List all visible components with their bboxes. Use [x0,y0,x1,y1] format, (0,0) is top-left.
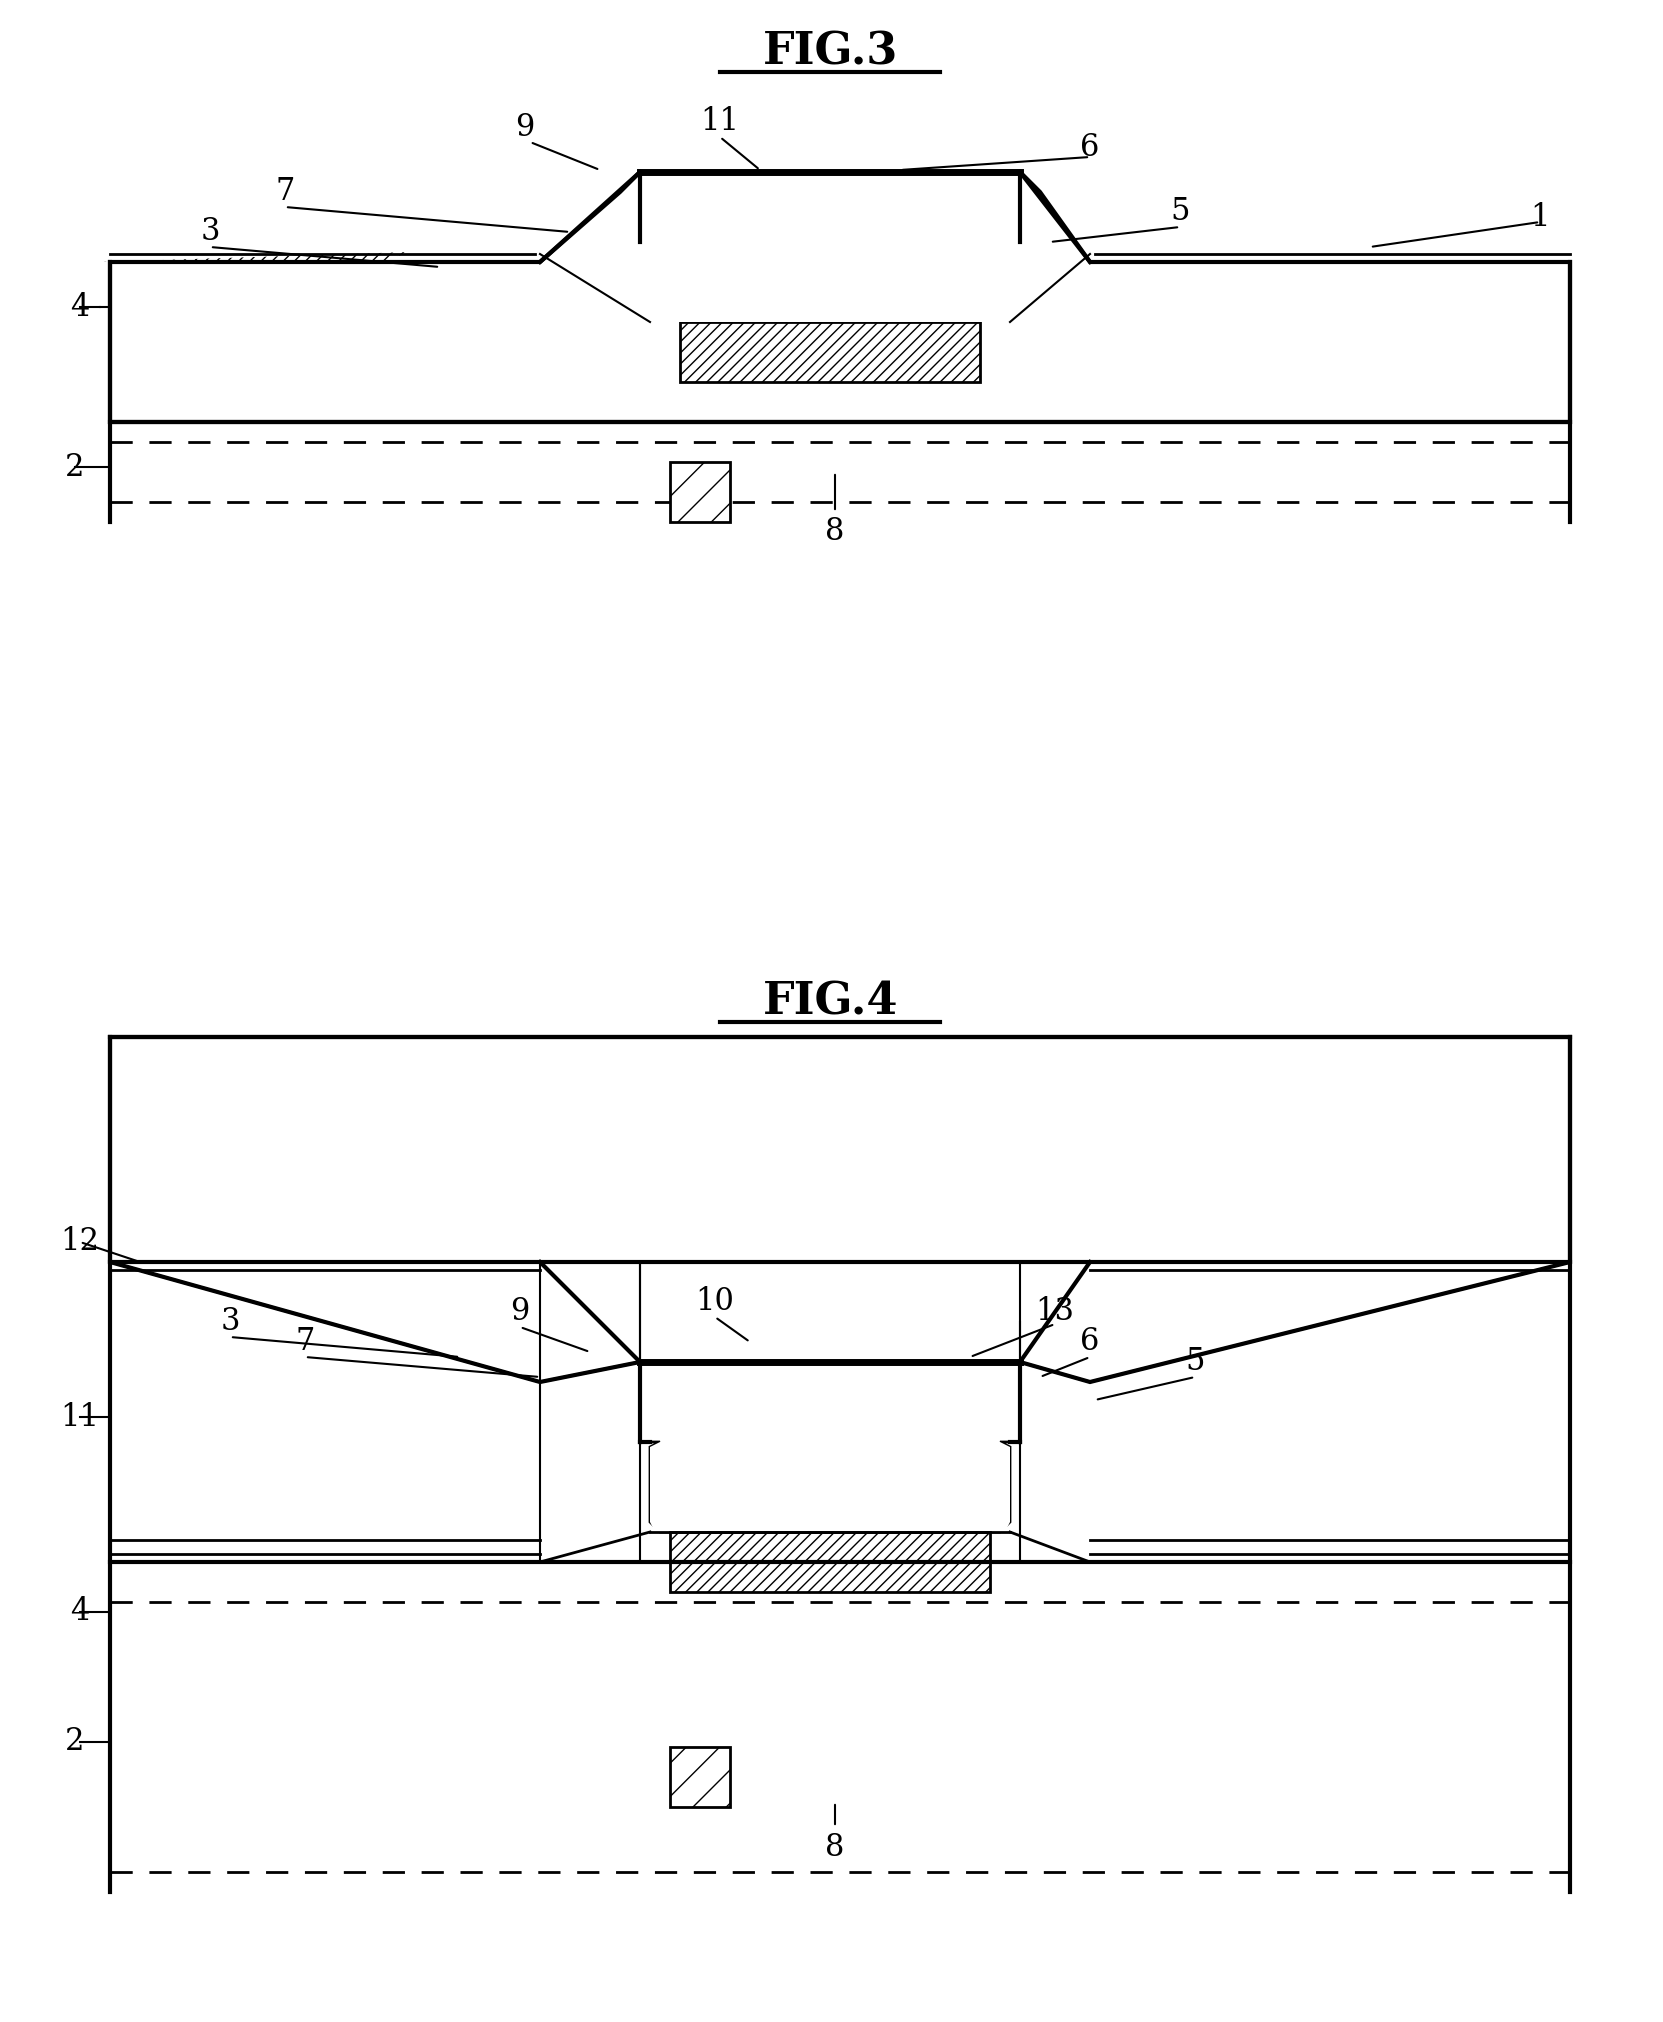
Text: 5: 5 [1171,196,1189,228]
Text: FIG.3: FIG.3 [763,30,898,73]
Text: 7: 7 [276,176,294,208]
Text: 9: 9 [511,1296,529,1328]
Polygon shape [110,1262,1570,1563]
Polygon shape [1009,1262,1570,1563]
Polygon shape [110,1037,1570,1381]
Text: FIG.4: FIG.4 [763,981,898,1023]
Text: 3: 3 [200,216,220,247]
Text: 4: 4 [70,1597,90,1628]
Polygon shape [100,253,411,402]
Text: 8: 8 [825,1832,845,1862]
Text: 12: 12 [60,1227,100,1258]
Bar [670,461,730,522]
Bar [670,1747,730,1808]
Text: 4: 4 [70,291,90,321]
Text: 8: 8 [825,516,845,548]
Text: 10: 10 [695,1286,735,1318]
Text: 1: 1 [1530,202,1550,233]
Text: 3: 3 [220,1306,239,1337]
Bar [670,1533,989,1591]
Polygon shape [650,1442,1009,1533]
Text: 11: 11 [60,1401,100,1432]
Text: 2: 2 [65,1727,85,1757]
Polygon shape [110,1262,650,1563]
Text: 5: 5 [1186,1347,1204,1377]
Text: 6: 6 [1081,131,1099,162]
Text: 2: 2 [65,451,85,483]
Polygon shape [650,182,1009,321]
Polygon shape [110,172,1570,423]
Text: 6: 6 [1081,1326,1099,1357]
Text: 13: 13 [1036,1296,1074,1328]
Text: 9: 9 [516,111,534,142]
Text: 11: 11 [700,107,740,137]
Text: 7: 7 [296,1326,314,1357]
Bar [680,321,980,382]
